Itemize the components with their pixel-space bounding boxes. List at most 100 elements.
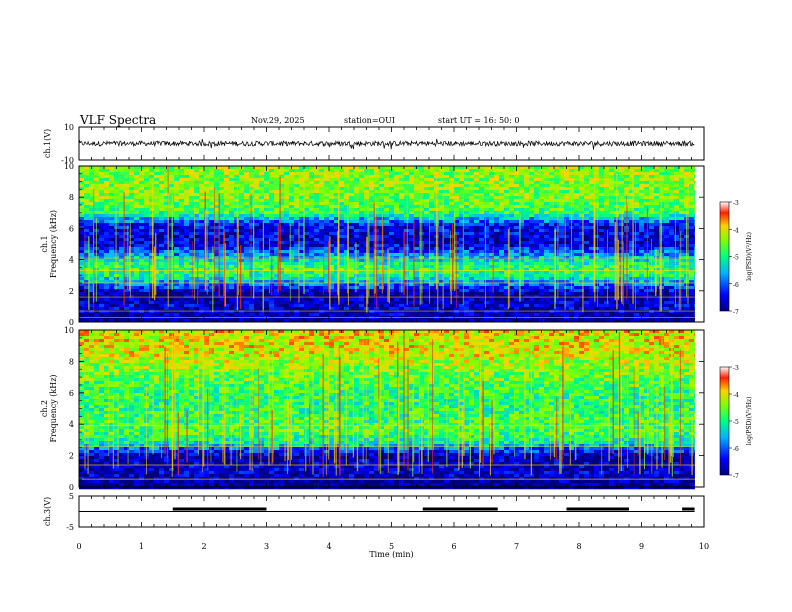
spectro-cell (359, 235, 365, 239)
spectro-cell (574, 226, 580, 230)
spectro-cell (254, 262, 260, 266)
spectro-cell (124, 259, 130, 263)
spectro-cell (459, 196, 465, 200)
spectro-cell (119, 253, 125, 257)
spectro-cell (494, 256, 500, 260)
spectro-cell (394, 280, 400, 284)
spectro-cell (579, 256, 585, 260)
spectro-cell (654, 184, 660, 188)
spectro-cell (249, 175, 255, 179)
spectro-cell (244, 172, 250, 176)
spectro-cell (279, 271, 285, 275)
spectro-cell (344, 172, 350, 176)
spectro-cell (174, 199, 180, 203)
spectro-cell (524, 205, 530, 209)
spectro-cell (504, 187, 510, 191)
spectro-cell (499, 235, 505, 239)
spectro-cell (244, 229, 250, 233)
spectro-cell (319, 238, 325, 242)
spectro-cell (389, 178, 395, 182)
spectro-cell (104, 184, 110, 188)
spectro-cell (194, 166, 200, 170)
spectro-cell (564, 229, 570, 233)
spectro-cell (444, 205, 450, 209)
spectro-cell (439, 238, 445, 242)
spectro-cell (164, 214, 170, 218)
spectro-cell (584, 205, 590, 209)
spectro-cell (604, 259, 610, 263)
spectro-cell (84, 262, 90, 266)
spectro-cell (684, 187, 690, 191)
spectro-cell (404, 265, 410, 269)
spectro-cell (214, 196, 220, 200)
spectro-cell (89, 184, 95, 188)
spectro-cell (564, 232, 570, 236)
spectro-cell (119, 190, 125, 194)
spectro-cell (544, 274, 550, 278)
spectro-cell (504, 196, 510, 200)
spectro-cell (429, 187, 435, 191)
spectro-cell (384, 184, 390, 188)
spectro-cell (329, 283, 335, 287)
spectro-cell (184, 229, 190, 233)
spectro-cell (234, 238, 240, 242)
spectro-cell (439, 283, 445, 287)
spectro-cell (554, 238, 560, 242)
spectro-cell (544, 226, 550, 230)
spectro-cell (504, 202, 510, 206)
spectro-cell (319, 211, 325, 215)
spectro-cell (674, 208, 680, 212)
spectro-cell (694, 280, 695, 284)
spectro-cell (389, 274, 395, 278)
spectro-cell (539, 232, 545, 236)
spectro-cell (254, 271, 260, 275)
spectro-cell (679, 178, 685, 182)
spectro-cell (609, 175, 615, 179)
spectro-cell (649, 196, 655, 200)
spectro-cell (394, 238, 400, 242)
spectro-cell (554, 184, 560, 188)
spectro-cell (449, 202, 455, 206)
spectro-cell (229, 223, 235, 227)
spectro-cell (254, 226, 260, 230)
spectro-cell (534, 280, 540, 284)
spectro-cell (344, 232, 350, 236)
spectro-cell (329, 226, 335, 230)
spectro-cell (694, 211, 695, 215)
spectro-cell (134, 235, 140, 239)
spectro-cell (349, 265, 355, 269)
spectro-cell (209, 196, 215, 200)
spectro-cell (284, 166, 290, 170)
spectro-cell (279, 238, 285, 242)
spectro-cell (394, 232, 400, 236)
spectro-cell (244, 181, 250, 185)
spectro-cell (99, 214, 105, 218)
spectro-cell (249, 238, 255, 242)
spectro-cell (139, 202, 145, 206)
spectro-cell (154, 235, 160, 239)
spectro-cell (354, 283, 360, 287)
spectro-cell (589, 235, 595, 239)
spectro-cell (219, 280, 225, 284)
spectro-cell (474, 229, 480, 233)
spectro-cell (349, 166, 355, 170)
spectro-cell (144, 187, 150, 191)
spectro-cell (669, 262, 675, 266)
spectro-cell (179, 235, 185, 239)
spectro-cell (609, 205, 615, 209)
spectro-cell (359, 265, 365, 269)
spectro-cell (679, 217, 685, 221)
spectro-cell (244, 256, 250, 260)
spectro-cell (114, 241, 120, 245)
spectro-cell (509, 229, 515, 233)
spectro-cell (354, 199, 360, 203)
spectro-cell (379, 217, 385, 221)
spectro-cell (79, 286, 85, 290)
spectro-cell (199, 202, 205, 206)
spectro-cell (124, 229, 130, 233)
spectro-cell (289, 244, 295, 248)
spectro-cell (404, 226, 410, 230)
spectro-cell (529, 271, 535, 275)
spectro-cell (504, 232, 510, 236)
spectro-cell (509, 253, 515, 257)
